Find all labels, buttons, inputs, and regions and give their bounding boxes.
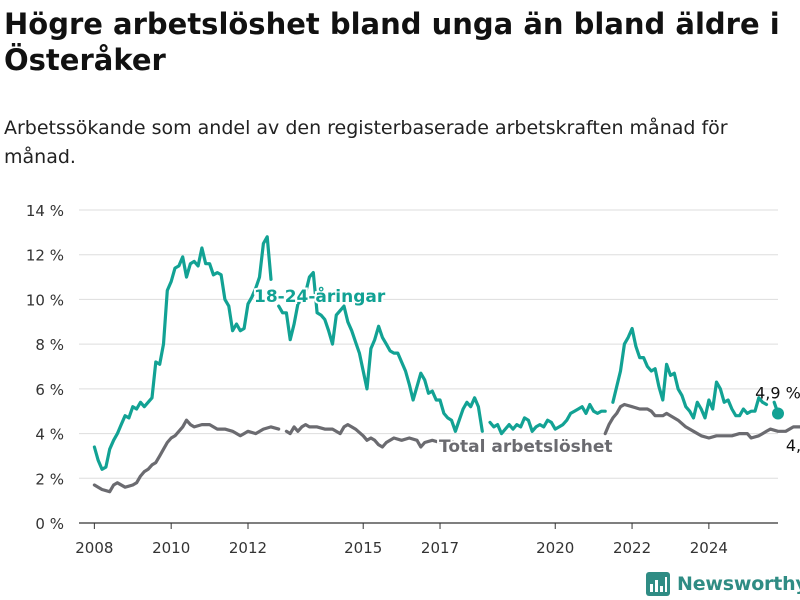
youth-series-line — [92, 235, 273, 471]
y-tick-label: 2 % — [35, 470, 64, 488]
x-axis: 2008 2010 2012 2015 2017 2020 2022 2024 — [75, 522, 778, 557]
chart-title: Högre arbetslöshet bland unga än bland ä… — [4, 7, 780, 77]
youth-end-label: 4,9 % — [755, 383, 800, 402]
x-tick-label: 2015 — [344, 539, 382, 557]
y-tick-label: 4 % — [35, 426, 64, 444]
y-tick-label: 10 % — [26, 291, 64, 309]
total-series-line — [284, 423, 484, 451]
y-tick-label: 0 % — [35, 515, 64, 533]
y-tick-label: 12 % — [26, 247, 64, 265]
x-tick-label: 2022 — [613, 539, 651, 557]
total-series-line — [92, 418, 281, 494]
chart-subtitle: Arbetssökande som andel av den registerb… — [4, 117, 728, 168]
youth-series-name: 18-24-åringar — [254, 285, 386, 307]
x-tick-label: 2008 — [75, 539, 113, 557]
x-tick-label: 2020 — [536, 539, 574, 557]
x-tick-label: 2017 — [421, 539, 459, 557]
youth-series-line — [488, 402, 607, 436]
brand-logo: Newsworthy — [645, 570, 800, 598]
brand-name: Newsworthy — [677, 573, 800, 595]
y-tick-label: 8 % — [35, 336, 64, 354]
total-series-name: Total arbetslöshet — [439, 437, 613, 457]
y-tick-label: 6 % — [35, 381, 64, 399]
newsworthy-logo-icon — [646, 572, 670, 596]
series-labels: 4,9 % 4,3 % 18-24-åringar Total arbetslöshe… — [252, 283, 800, 459]
grid-lines — [79, 209, 778, 479]
youth-series-line — [611, 326, 769, 420]
youth-series-line — [277, 271, 484, 433]
y-tick-label: 14 % — [26, 202, 64, 220]
y-axis: 0 % 2 % 4 % 6 % 8 % 10 % 12 % 14 % — [26, 202, 64, 533]
youth-end-point — [772, 407, 784, 420]
total-series-line — [603, 402, 800, 440]
x-tick-label: 2012 — [229, 539, 267, 557]
x-tick-label: 2024 — [690, 539, 728, 557]
series-lines — [92, 235, 800, 494]
total-end-label: 4,3 % — [786, 436, 800, 455]
x-tick-label: 2010 — [152, 539, 190, 557]
